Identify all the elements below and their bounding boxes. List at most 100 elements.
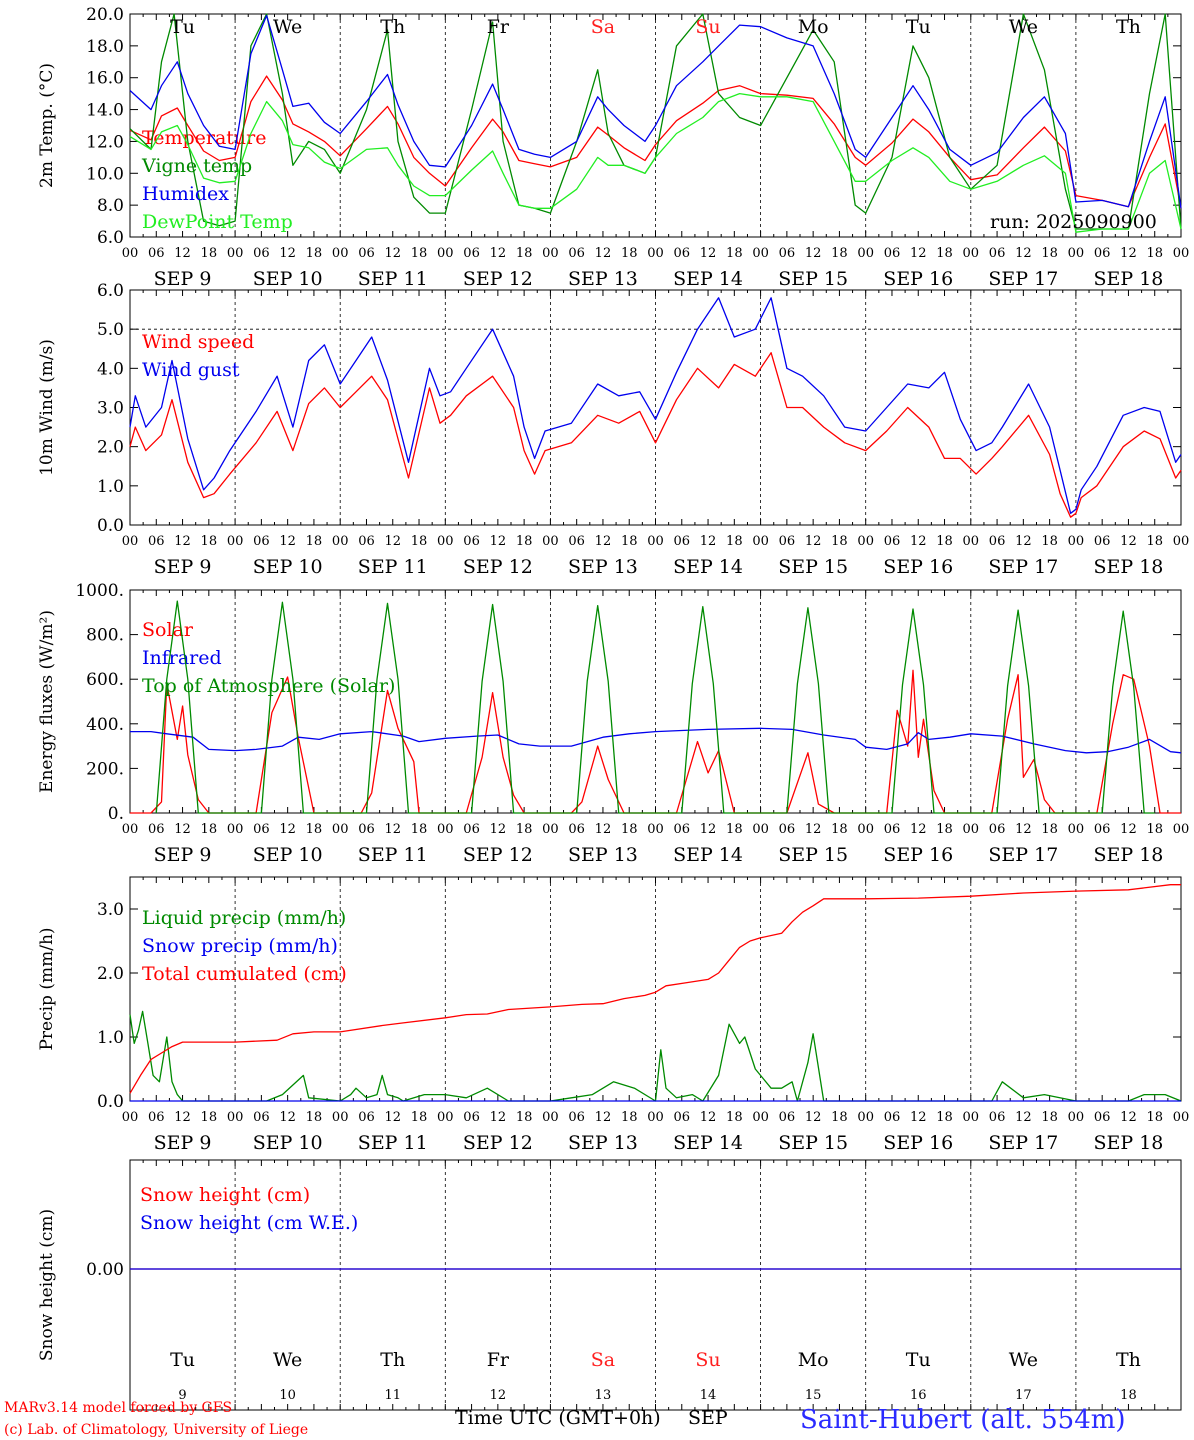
- day-number: 10: [279, 1388, 296, 1403]
- date-label: SEP 12: [463, 268, 533, 290]
- date-label: SEP 14: [673, 1132, 743, 1154]
- date-label: SEP 12: [463, 556, 533, 578]
- day-number: 15: [805, 1388, 822, 1403]
- hour-label: 18: [726, 822, 743, 837]
- hour-label: 12: [1015, 534, 1032, 549]
- hour-label: 18: [621, 822, 638, 837]
- weekday-label: Su: [695, 16, 720, 38]
- legend-entry: Snow precip (mm/h): [142, 935, 338, 957]
- hour-label: 06: [989, 246, 1006, 261]
- date-label: SEP 12: [463, 844, 533, 866]
- hour-label: 00: [227, 822, 244, 837]
- hour-label: 18: [1041, 1110, 1058, 1125]
- legend-entry: Vigne temp: [141, 155, 252, 177]
- hour-label: 06: [148, 822, 165, 837]
- date-label: SEP 11: [358, 1132, 428, 1154]
- hour-label: 06: [148, 1110, 165, 1125]
- hour-label: 06: [779, 822, 796, 837]
- hour-label: 06: [674, 1110, 691, 1125]
- hour-label: 18: [831, 822, 848, 837]
- hour-label: 12: [174, 1110, 191, 1125]
- series-line-2: [129, 884, 1181, 1094]
- weekday-label: We: [1009, 1349, 1038, 1371]
- hour-label: 12: [595, 534, 612, 549]
- date-label: SEP 18: [1094, 1132, 1164, 1154]
- hour-label: 18: [411, 246, 428, 261]
- date-label: SEP 9: [154, 1132, 212, 1154]
- hour-label: 18: [1041, 246, 1058, 261]
- weekday-label: Tu: [906, 16, 931, 38]
- legend-entry: Wind speed: [142, 331, 254, 353]
- y-axis-label: Energy fluxes (W/m²): [37, 610, 57, 793]
- weekday-label: Sa: [591, 1349, 615, 1371]
- date-label: SEP 15: [778, 268, 848, 290]
- hour-label: 18: [516, 1110, 533, 1125]
- hour-label: 06: [884, 822, 901, 837]
- hour-label: 12: [910, 534, 927, 549]
- date-label: SEP 14: [673, 268, 743, 290]
- date-label: SEP 14: [673, 844, 743, 866]
- hour-label: 18: [621, 246, 638, 261]
- legend-entry: DewPoint Temp: [142, 211, 293, 233]
- hour-label: 18: [936, 246, 953, 261]
- hour-label: 12: [1120, 246, 1137, 261]
- plot-frame: [129, 589, 1182, 814]
- weekday-label: Tu: [170, 1349, 195, 1371]
- hour-label: 00: [752, 246, 769, 261]
- hour-label: 00: [227, 246, 244, 261]
- hour-label: 12: [384, 534, 401, 549]
- hour-label: 12: [1015, 1110, 1032, 1125]
- y-tick-label: 20.0: [86, 5, 124, 25]
- hour-label: 18: [1146, 246, 1163, 261]
- hour-label: 00: [752, 534, 769, 549]
- y-tick-label: 18.0: [86, 37, 124, 57]
- date-label: SEP 11: [358, 844, 428, 866]
- hour-label: 06: [253, 534, 270, 549]
- hour-label: 00: [332, 246, 349, 261]
- y-tick-label: 2.0: [97, 438, 124, 458]
- panel-wind: 0.0 1.0 2.0 3.0 4.0 5.0 6.0 10m Wind (m/s) Wind …: [37, 281, 1189, 578]
- hour-label: 12: [910, 246, 927, 261]
- hour-label: 06: [674, 534, 691, 549]
- day-number: 14: [700, 1388, 717, 1403]
- legend-entry: Liquid precip (mm/h): [142, 907, 346, 929]
- date-label: SEP 10: [253, 556, 323, 578]
- hour-label: 18: [201, 246, 218, 261]
- date-label: SEP 15: [778, 844, 848, 866]
- hour-label: 12: [384, 246, 401, 261]
- hour-label: 12: [1120, 534, 1137, 549]
- date-label: SEP 11: [358, 268, 428, 290]
- weekday-label: We: [1009, 16, 1038, 38]
- series-line-1: [130, 727, 1182, 754]
- hour-label: 06: [253, 1110, 270, 1125]
- date-label: SEP 12: [463, 1132, 533, 1154]
- hour-label: 06: [1094, 534, 1111, 549]
- hour-label: 06: [463, 1110, 480, 1125]
- hour-label: 00: [1173, 1110, 1190, 1125]
- hour-label: 18: [1041, 822, 1058, 837]
- hour-label: 00: [857, 246, 874, 261]
- hour-label: 00: [752, 822, 769, 837]
- hour-label: 18: [726, 246, 743, 261]
- hour-label: 06: [463, 246, 480, 261]
- hour-label: 06: [358, 1110, 375, 1125]
- hour-label: 06: [884, 1110, 901, 1125]
- y-tick-label: 1000.: [75, 581, 124, 601]
- hour-label: 00: [1173, 534, 1190, 549]
- run-label: run: 2025090900: [990, 211, 1157, 233]
- hour-label: 18: [621, 1110, 638, 1125]
- hour-label: 00: [1068, 534, 1085, 549]
- weekday-label: We: [273, 16, 302, 38]
- hour-label: 12: [910, 822, 927, 837]
- date-label: SEP 10: [253, 844, 323, 866]
- hour-label: 18: [726, 534, 743, 549]
- hour-label: 00: [227, 534, 244, 549]
- hour-label: 00: [647, 822, 664, 837]
- hour-label: 00: [122, 822, 139, 837]
- month-label: SEP: [688, 1407, 728, 1429]
- hour-label: 06: [989, 822, 1006, 837]
- hour-label: 18: [201, 822, 218, 837]
- series-line-0: [129, 352, 1182, 518]
- y-tick-label: 3.0: [97, 900, 124, 920]
